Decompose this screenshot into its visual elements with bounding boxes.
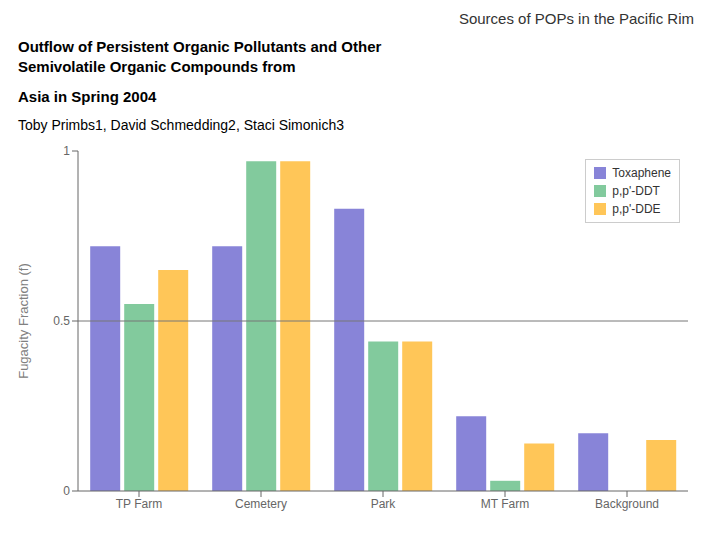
html-text:Semivolatile Organic Compounds: Semivolatile Organic Compounds from: [18, 58, 296, 75]
html-text:Sources of POPs in the Pacific: Sources of POPs in the Pacific Rim: [458, 10, 694, 27]
svg-text:Background: Background: [595, 497, 659, 511]
html-text:Asia in Spring 2004: Asia in Spring 2004: [18, 88, 157, 105]
svg-text:Cemetery: Cemetery: [235, 497, 287, 511]
svg-text:1: 1: [63, 144, 70, 158]
html-text:Outflow of Persistent Organic: Outflow of Persistent Organic Pollutants…: [18, 38, 382, 55]
html-text:p,p'-DDT: p,p'-DDT: [612, 184, 660, 198]
svg-text:Park: Park: [371, 497, 397, 511]
svg-text:TP Farm: TP Farm: [116, 497, 162, 511]
svg-text:0: 0: [63, 484, 70, 498]
html-text:Toxaphene: Toxaphene: [612, 166, 671, 180]
svg-text:0.5: 0.5: [53, 314, 70, 328]
html-text:p,p'-DDE: p,p'-DDE: [612, 202, 661, 216]
svg-text:Fugacity Fraction (f): Fugacity Fraction (f): [16, 263, 31, 379]
svg-text:MT Farm: MT Farm: [481, 497, 529, 511]
html-text:Toby Primbs1, David Schmedding: Toby Primbs1, David Schmedding2, Staci S…: [18, 117, 344, 133]
